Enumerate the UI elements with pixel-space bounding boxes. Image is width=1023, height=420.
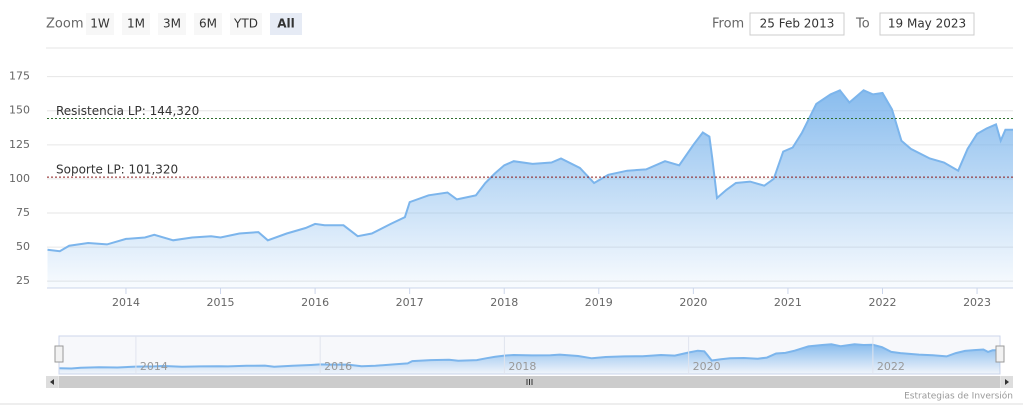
x-tick-label: 2022: [868, 296, 896, 309]
y-tick-label: 25: [16, 274, 30, 287]
to-date[interactable]: 19 May 2023: [888, 17, 966, 31]
range-button[interactable]: [230, 13, 262, 35]
range-button-label[interactable]: 6M: [199, 17, 217, 31]
nav-handle-right[interactable]: [995, 345, 1005, 363]
range-button[interactable]: [194, 13, 222, 35]
range-button-label[interactable]: 1W: [90, 17, 110, 31]
y-tick-label: 125: [9, 138, 30, 151]
x-tick-label: 2023: [963, 296, 991, 309]
y-tick-label: 100: [9, 172, 30, 185]
to-input[interactable]: [879, 12, 975, 36]
nav-handle-left[interactable]: [54, 345, 64, 363]
zoom-label: Zoom: [46, 17, 83, 32]
y-tick-label: 150: [9, 104, 30, 117]
x-tick-label: 2018: [490, 296, 518, 309]
range-button-label[interactable]: YTD: [233, 17, 258, 31]
nav-tick-label: 2014: [140, 360, 168, 373]
range-button[interactable]: [270, 13, 302, 35]
nav-tick-label: 2022: [877, 360, 905, 373]
plot-line-label: Soporte LP: 101,320: [56, 163, 178, 177]
range-button[interactable]: [86, 13, 114, 35]
area-fill: [47, 90, 1013, 288]
range-button-label[interactable]: 3M: [163, 17, 181, 31]
arrow-left: [50, 379, 54, 385]
x-tick-label: 2019: [585, 296, 613, 309]
x-tick-label: 2020: [679, 296, 707, 309]
nav-tick-label: 2020: [693, 360, 721, 373]
range-button-label[interactable]: All: [277, 17, 295, 31]
from-date[interactable]: 25 Feb 2013: [760, 17, 835, 31]
x-tick-label: 2017: [396, 296, 424, 309]
price-line: [59, 343, 1000, 370]
range-button-label[interactable]: 1M: [127, 17, 145, 31]
x-tick-label: 2016: [301, 296, 329, 309]
from-label: From: [712, 17, 744, 32]
to-label: To: [855, 17, 870, 32]
y-tick-label: 175: [9, 70, 30, 83]
grip: [526, 379, 533, 385]
nav-tick-label: 2018: [508, 360, 536, 373]
range-button[interactable]: [122, 13, 150, 35]
x-tick-label: 2014: [112, 296, 140, 309]
from-input[interactable]: [749, 12, 845, 36]
range-button[interactable]: [158, 13, 186, 35]
price-line: [47, 89, 1013, 253]
y-tick-label: 75: [16, 206, 30, 219]
arrow-right: [1005, 379, 1009, 385]
nav-tick-label: 2016: [324, 360, 352, 373]
x-tick-label: 2015: [207, 296, 235, 309]
plot-line-label: Resistencia LP: 144,320: [56, 104, 199, 118]
credit: Estrategias de Inversión: [904, 391, 1013, 402]
x-tick-label: 2021: [774, 296, 802, 309]
y-tick-label: 50: [16, 240, 30, 253]
